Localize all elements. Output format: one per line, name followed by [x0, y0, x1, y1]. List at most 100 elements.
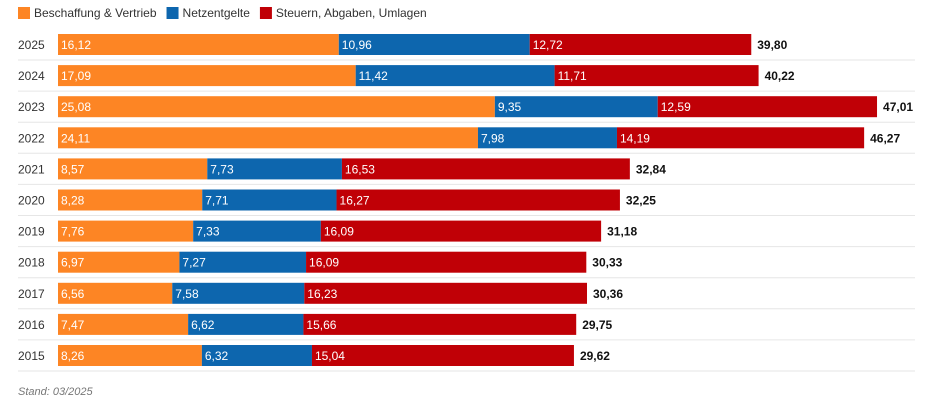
bar-segment-netzentgelte: [193, 220, 321, 242]
segment-value-label: 16,27: [340, 194, 370, 208]
bar-segment-netzentgelte: [477, 127, 617, 149]
segment-value-label: 6,97: [61, 256, 85, 270]
segment-value-label: 8,57: [61, 162, 85, 176]
bar-row-2024: 2024 17,09 11,42 11,71 40,22: [18, 65, 915, 92]
bar-segment-steuern-abgaben-umlagen: [303, 313, 577, 335]
legend-swatch-netzentgelte: [166, 7, 179, 19]
segment-value-label: 11,71: [558, 69, 587, 83]
bar-segment-steuern-abgaben-umlagen: [311, 345, 574, 366]
bar-segment-beschaffung-vertrieb: [58, 282, 173, 304]
bar-segment-beschaffung-vertrieb: [58, 34, 339, 55]
category-label: 2021: [18, 162, 45, 176]
category-label: 2022: [18, 131, 45, 145]
total-value-label: 30,36: [593, 287, 623, 301]
total-value-label: 31,18: [607, 225, 637, 239]
segment-value-label: 6,62: [191, 318, 215, 332]
legend-swatch-beschaffung-vertrieb: [18, 7, 30, 19]
segment-value-label: 16,09: [309, 256, 339, 270]
total-value-label: 46,27: [870, 131, 900, 145]
total-value-label: 29,75: [582, 318, 612, 332]
bar-segment-beschaffung-vertrieb: [58, 96, 495, 118]
segment-value-label: 25,08: [61, 100, 91, 114]
category-label: 2019: [18, 225, 45, 239]
total-value-label: 40,22: [765, 69, 795, 83]
segment-value-label: 12,72: [533, 38, 563, 52]
bar-segment-beschaffung-vertrieb: [58, 345, 202, 366]
chart-rows: 2025 16,12 10,96 12,72 39,80 2024 17,09 11,42 11…: [18, 34, 915, 372]
bar-segment-steuern-abgaben-umlagen: [529, 34, 752, 55]
segment-value-label: 7,76: [61, 225, 85, 239]
bar-row-2023: 2023 25,08 9,35 12,59 47,01: [18, 96, 915, 123]
bar-segment-netzentgelte: [355, 65, 555, 87]
legend-label-beschaffung-vertrieb: Beschaffung & Vertrieb: [34, 6, 157, 20]
segment-value-label: 15,04: [315, 349, 345, 363]
total-value-label: 30,33: [592, 256, 622, 270]
category-label: 2023: [18, 100, 45, 114]
segment-value-label: 16,53: [345, 162, 375, 176]
bar-segment-beschaffung-vertrieb: [58, 251, 180, 273]
bar-row-2018: 2018 6,97 7,27 16,09 30,33: [18, 251, 915, 279]
segment-value-label: 7,33: [196, 225, 220, 239]
bar-segment-beschaffung-vertrieb: [58, 158, 208, 180]
bar-segment-beschaffung-vertrieb: [58, 220, 194, 242]
bar-row-2020: 2020 8,28 7,71 16,27 32,25: [18, 189, 915, 216]
category-label: 2016: [18, 318, 45, 332]
segment-value-label: 7,47: [61, 318, 85, 332]
bar-row-2015: 2015 8,26 6,32 15,04 29,62: [18, 345, 915, 372]
bar-segment-netzentgelte: [338, 34, 530, 55]
legend-swatch-steuern-abgaben-umlagen: [259, 7, 272, 19]
bar-row-2017: 2017 6,56 7,58 16,23 30,36: [18, 282, 915, 310]
bar-segment-beschaffung-vertrieb: [58, 189, 203, 211]
total-value-label: 32,25: [626, 194, 656, 208]
bar-segment-steuern-abgaben-umlagen: [306, 251, 587, 273]
legend-label-netzentgelte: Netzentgelte: [183, 6, 251, 20]
bar-segment-steuern-abgaben-umlagen: [320, 220, 602, 242]
bar-segment-netzentgelte: [207, 158, 342, 180]
bar-segment-steuern-abgaben-umlagen: [341, 158, 630, 180]
bar-row-2021: 2021 8,57 7,73 16,53 32,84: [18, 158, 915, 185]
total-value-label: 39,80: [757, 38, 787, 52]
bar-row-2019: 2019 7,76 7,33 16,09 31,18: [18, 220, 915, 248]
category-label: 2020: [18, 194, 45, 208]
category-label: 2017: [18, 287, 45, 301]
category-label: 2025: [18, 38, 45, 52]
total-value-label: 29,62: [580, 349, 610, 363]
bar-segment-beschaffung-vertrieb: [58, 65, 356, 87]
segment-value-label: 7,58: [175, 287, 199, 301]
bar-row-2022: 2022 24,11 7,98 14,19 46,27: [18, 127, 915, 154]
bar-segment-steuern-abgaben-umlagen: [657, 96, 878, 118]
segment-value-label: 8,28: [61, 194, 85, 208]
segment-value-label: 12,59: [661, 100, 691, 114]
bar-segment-beschaffung-vertrieb: [58, 127, 478, 149]
bar-segment-steuern-abgaben-umlagen: [616, 127, 865, 149]
bar-segment-netzentgelte: [202, 189, 337, 211]
total-value-label: 32,84: [636, 162, 666, 176]
bar-row-2025: 2025 16,12 10,96 12,72 39,80: [18, 34, 915, 61]
segment-value-label: 24,11: [61, 131, 90, 145]
bar-segment-netzentgelte: [172, 282, 305, 304]
segment-value-label: 7,98: [481, 131, 505, 145]
segment-value-label: 7,73: [210, 162, 234, 176]
segment-value-label: 7,71: [205, 194, 229, 208]
legend: Beschaffung & Vertrieb Netzentgelte Steuer…: [18, 6, 427, 20]
bar-row-2016: 2016 7,47 6,62 15,66 29,75: [18, 313, 915, 341]
segment-value-label: 7,27: [182, 256, 206, 270]
bar-segment-steuern-abgaben-umlagen: [304, 282, 588, 304]
category-label: 2018: [18, 256, 45, 270]
total-value-label: 47,01: [883, 100, 913, 114]
segment-value-label: 10,96: [342, 38, 372, 52]
segment-value-label: 16,12: [61, 38, 91, 52]
segment-value-label: 14,19: [620, 131, 650, 145]
category-label: 2024: [18, 69, 45, 83]
bar-segment-steuern-abgaben-umlagen: [554, 65, 759, 87]
bar-segment-steuern-abgaben-umlagen: [336, 189, 620, 211]
segment-value-label: 6,56: [61, 287, 85, 301]
segment-value-label: 16,09: [324, 225, 354, 239]
bar-segment-netzentgelte: [201, 345, 312, 366]
segment-value-label: 16,23: [307, 287, 337, 301]
bar-segment-beschaffung-vertrieb: [58, 313, 189, 335]
segment-value-label: 15,66: [306, 318, 336, 332]
segment-value-label: 9,35: [498, 100, 522, 114]
legend-label-steuern-abgaben-umlagen: Steuern, Abgaben, Umlagen: [276, 6, 427, 20]
